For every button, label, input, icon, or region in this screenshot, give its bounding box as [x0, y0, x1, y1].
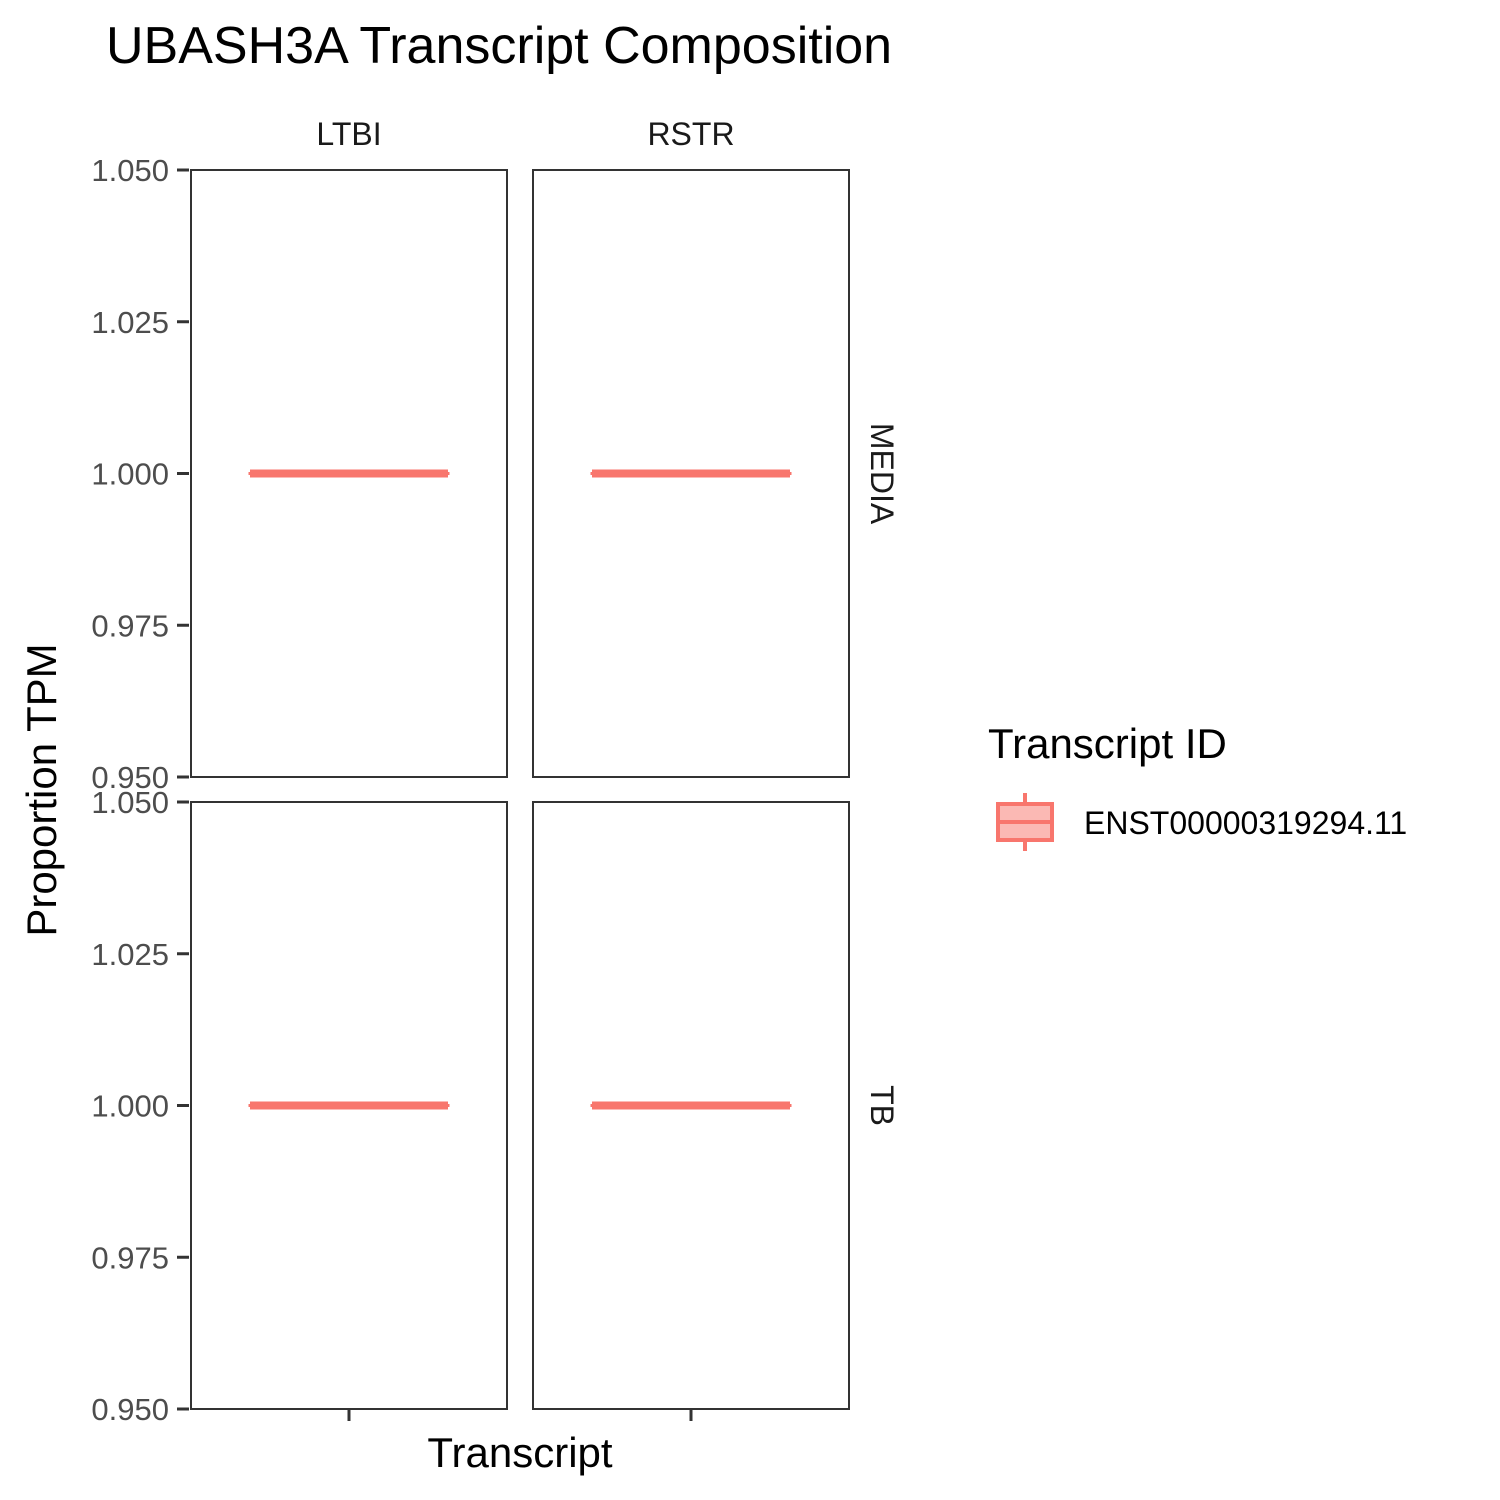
strip-label-rstr: RSTR — [647, 116, 734, 152]
y-axes: 0.9500.9751.0001.0251.0500.9500.9751.000… — [91, 153, 693, 1427]
y-tick-label: 1.025 — [91, 305, 169, 340]
y-tick-label: 0.950 — [91, 1392, 169, 1427]
legend-entry: ENST00000319294.11 — [996, 793, 1407, 851]
panel-border — [190, 169, 508, 778]
panel-border — [532, 801, 850, 1410]
panel-tb-rstr — [532, 801, 850, 1410]
facet-strips: LTBI RSTR MEDIA TB — [316, 116, 900, 1126]
legend-label: ENST00000319294.11 — [1084, 805, 1407, 841]
y-tick-label: 1.050 — [91, 153, 169, 188]
strip-label-tb: TB — [864, 1085, 900, 1126]
y-tick-label: 1.025 — [91, 937, 169, 972]
panel-border — [532, 169, 850, 778]
panel-tb-ltbi — [190, 801, 508, 1410]
panels — [190, 169, 850, 1410]
y-tick-label: 0.975 — [91, 1240, 169, 1275]
panel-media-ltbi — [190, 169, 508, 778]
strip-label-ltbi: LTBI — [316, 116, 381, 152]
y-axis-title: Proportion TPM — [18, 643, 65, 936]
y-tick-label: 1.050 — [91, 785, 169, 820]
y-tick-label: 1.000 — [91, 1089, 169, 1124]
chart-title: UBASH3A Transcript Composition — [106, 17, 892, 75]
legend: Transcript ID ENST00000319294.11 — [988, 720, 1407, 851]
y-tick-label: 1.000 — [91, 457, 169, 492]
y-axis-tb: 0.950 0.975 1.000 1.025 1.050 — [91, 785, 189, 1427]
y-tick-label: 0.950 — [91, 760, 169, 795]
y-axis-media: 0.950 0.975 1.000 1.025 1.050 — [91, 153, 189, 795]
legend-keys: ENST00000319294.11 — [996, 793, 1407, 851]
panel-border — [190, 801, 508, 1410]
strip-label-media: MEDIA — [864, 423, 900, 525]
legend-title: Transcript ID — [988, 720, 1227, 767]
y-tick-label: 0.975 — [91, 608, 169, 643]
panel-media-rstr — [532, 169, 850, 778]
x-axis-title: Transcript — [427, 1429, 612, 1476]
